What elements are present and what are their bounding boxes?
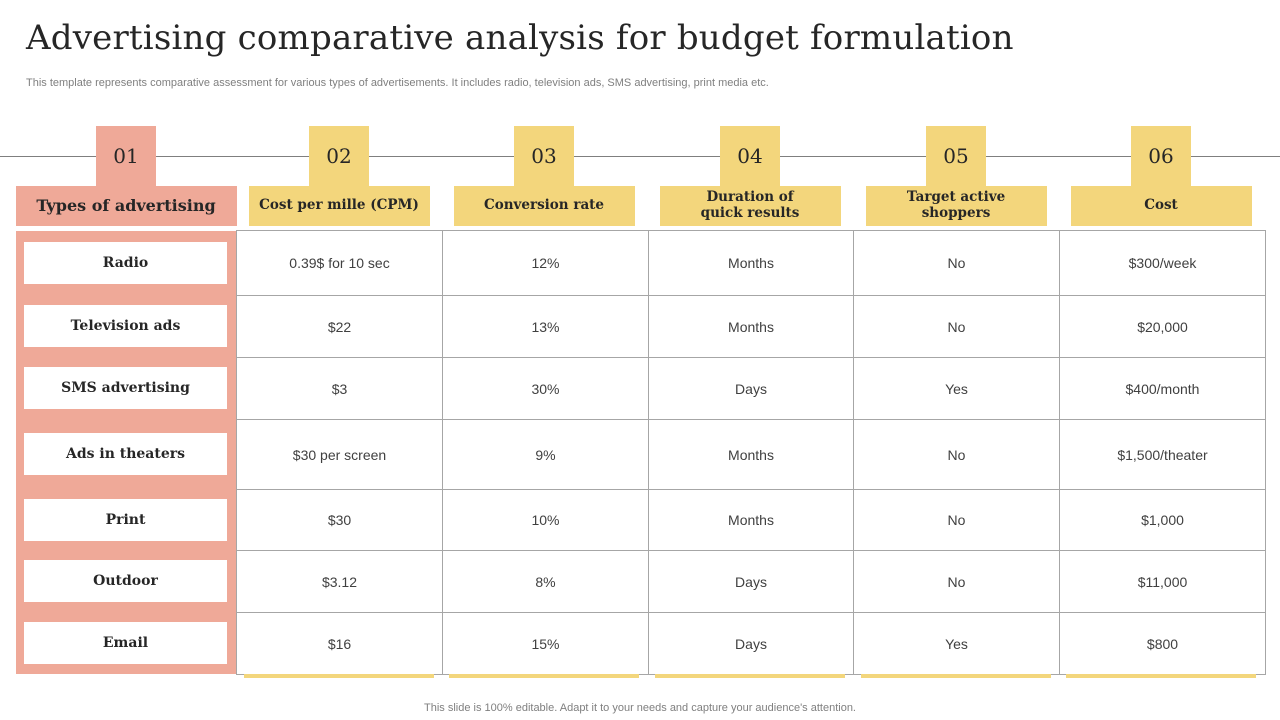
row-type-label: Television ads (24, 305, 227, 347)
table-cell: Months (648, 489, 854, 551)
table-cell: 9% (442, 419, 649, 490)
page-subtitle: This template represents comparative ass… (26, 77, 769, 89)
page-title: Advertising comparative analysis for bud… (26, 18, 1014, 58)
column-header-label: Cost (1144, 197, 1178, 214)
column-footer-bar (1066, 674, 1256, 678)
table-cell: $400/month (1059, 357, 1266, 420)
column-header-label: Target active shoppers (906, 189, 1006, 221)
table-cell: 8% (442, 550, 649, 613)
footer-note: This slide is 100% editable. Adapt it to… (424, 702, 856, 714)
table-cell: $3.12 (236, 550, 443, 613)
table-cell: Yes (853, 357, 1060, 420)
table-cell: No (853, 230, 1060, 296)
column-header-label: Conversion rate (483, 197, 605, 214)
table-cell: Days (648, 612, 854, 675)
table-cell: No (853, 419, 1060, 490)
table-cell: $22 (236, 295, 443, 358)
table-cell: $30 per screen (236, 419, 443, 490)
table-cell: No (853, 550, 1060, 613)
table-cell: Months (648, 230, 854, 296)
table-cell: $30 (236, 489, 443, 551)
table-cell: $16 (236, 612, 443, 675)
column-header: Conversion rate (453, 186, 635, 226)
table-cell: 0.39$ for 10 sec (236, 230, 443, 296)
table-cell: No (853, 489, 1060, 551)
column-number-badge: 01 (96, 126, 156, 186)
table-cell: Days (648, 550, 854, 613)
table-cell: $300/week (1059, 230, 1266, 296)
table-cell: 12% (442, 230, 649, 296)
column-header: Cost (1070, 186, 1252, 226)
header-divider-line (0, 156, 1280, 157)
column-number-badge: 06 (1131, 126, 1191, 186)
table-cell: 10% (442, 489, 649, 551)
table-cell: 15% (442, 612, 649, 675)
column-footer-bar (449, 674, 639, 678)
table-cell: $1,000 (1059, 489, 1266, 551)
table-cell: 13% (442, 295, 649, 358)
row-type-label: Ads in theaters (24, 433, 227, 475)
column-footer-bar (244, 674, 434, 678)
column-header-label: Duration of quick results (700, 189, 800, 221)
table-cell: $1,500/theater (1059, 419, 1266, 490)
row-type-label: Radio (24, 241, 227, 284)
column-header: Target active shoppers (865, 186, 1047, 226)
comparison-table: 0.39$ for 10 sec 12% Months No $300/week $22 1… (236, 230, 1266, 675)
table-cell: 30% (442, 357, 649, 420)
column-header-label: Types of advertising (36, 195, 216, 215)
column-number-badge: 05 (926, 126, 986, 186)
table-cell: $3 (236, 357, 443, 420)
table-cell: Months (648, 419, 854, 490)
table-cell: $800 (1059, 612, 1266, 675)
table-cell: Yes (853, 612, 1060, 675)
column-header: Cost per mille (CPM) (248, 186, 430, 226)
table-cell: Days (648, 357, 854, 420)
table-cell: No (853, 295, 1060, 358)
column-number-badge: 04 (720, 126, 780, 186)
column-footer-bar (861, 674, 1051, 678)
column-number-badge: 03 (514, 126, 574, 186)
row-type-label: SMS advertising (24, 367, 227, 409)
table-cell: $20,000 (1059, 295, 1266, 358)
row-type-label: Email (24, 622, 227, 664)
column-footer-bar (655, 674, 845, 678)
column-header: Duration of quick results (659, 186, 841, 226)
column-header-label: Cost per mille (CPM) (259, 197, 419, 214)
row-type-label: Outdoor (24, 560, 227, 602)
table-cell: $11,000 (1059, 550, 1266, 613)
column-number-badge: 02 (309, 126, 369, 186)
table-cell: Months (648, 295, 854, 358)
column-header: Types of advertising (15, 186, 237, 226)
row-type-label: Print (24, 498, 227, 541)
